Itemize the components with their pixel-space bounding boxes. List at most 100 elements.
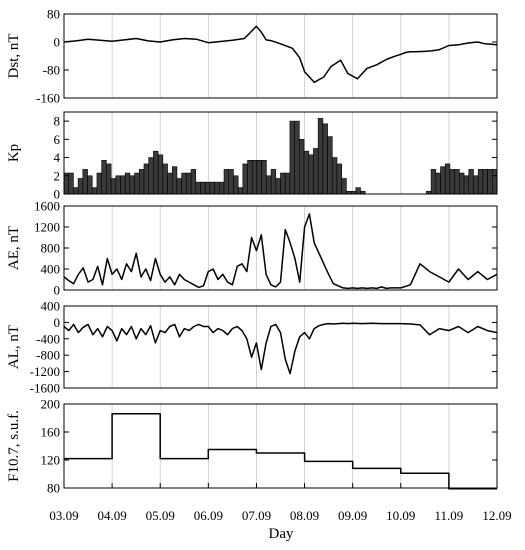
- kp-bar: [251, 159, 258, 195]
- kp-bar: [214, 181, 220, 195]
- x-tick-label: 09.09: [338, 508, 367, 523]
- kp-bar: [303, 150, 310, 195]
- kp-bar: [162, 163, 168, 195]
- kp-bar: [355, 187, 361, 195]
- kp-bar: [115, 175, 121, 195]
- kp-bar: [270, 169, 277, 195]
- y-tick-label: 4: [54, 150, 61, 165]
- kp-bar: [331, 157, 338, 195]
- series-line: [64, 413, 497, 490]
- y-tick-label: -1600: [30, 381, 60, 396]
- series-line: [63, 213, 498, 290]
- y-tick-label: 200: [41, 397, 61, 412]
- y-tick-label: 800: [41, 241, 61, 256]
- y-tick-label: 1600: [34, 199, 60, 214]
- kp-bar: [139, 169, 145, 195]
- series-line: [63, 25, 498, 84]
- kp-bar: [322, 123, 328, 195]
- panel-1: 80 0 -80 -160 Dst, nT: [6, 7, 498, 106]
- panel-2: 0 2 4 6 8 Kp: [6, 111, 498, 202]
- kp-bar: [204, 181, 211, 195]
- y-tick-label: 0: [54, 315, 61, 330]
- kp-bar: [195, 181, 201, 195]
- y-tick-label: 0: [54, 187, 61, 202]
- kp-bar: [430, 169, 437, 195]
- y-tick-label: 2: [54, 168, 61, 183]
- kp-bar: [261, 159, 267, 195]
- kp-bar: [96, 172, 102, 195]
- y-axis-title: Dst, nT: [6, 34, 22, 79]
- kp-bar: [134, 172, 140, 195]
- y-tick-label: -80: [43, 63, 60, 78]
- x-tick-label: 04.09: [97, 508, 126, 523]
- kp-bar: [223, 169, 230, 195]
- x-tick-label: 10.09: [386, 508, 415, 523]
- y-axis-title: AL, nT: [6, 325, 22, 369]
- series-line: [63, 322, 498, 375]
- x-tick-label: 05.09: [146, 508, 175, 523]
- kp-bar: [181, 172, 187, 195]
- kp-bar: [124, 172, 131, 195]
- y-tick-label: 8: [54, 114, 61, 129]
- kp-bar: [468, 169, 474, 195]
- kp-bar: [463, 175, 470, 195]
- kp-bar: [459, 172, 465, 195]
- kp-bar: [487, 169, 493, 195]
- kp-bar: [482, 169, 488, 195]
- y-tick-label: 0: [54, 35, 61, 50]
- x-tick-label: 03.09: [49, 508, 78, 523]
- panel-3: 0 400 800 1200 1600 AE, nT: [6, 199, 498, 298]
- kp-bar: [308, 154, 314, 195]
- kp-bar: [256, 159, 262, 195]
- y-axis-title: AE, nT: [6, 226, 22, 270]
- kp-bar: [341, 178, 347, 195]
- y-tick-label: 1200: [34, 220, 60, 235]
- kp-bar: [157, 154, 164, 195]
- y-tick-label: -1200: [30, 364, 60, 379]
- y-tick-label: 120: [41, 453, 61, 468]
- y-axis-title: F10.7, s.u.f.: [6, 410, 22, 482]
- kp-bar: [73, 187, 79, 195]
- x-tick-label: 11.09: [434, 508, 463, 523]
- kp-bar: [473, 175, 479, 195]
- kp-bar: [143, 163, 150, 195]
- y-tick-label: -400: [36, 331, 60, 346]
- kp-bar: [275, 178, 281, 195]
- kp-bar: [444, 163, 451, 195]
- y-tick-label: -160: [36, 91, 60, 106]
- kp-bar: [313, 148, 319, 195]
- kp-bar: [266, 175, 272, 195]
- x-tick-label: 08.09: [290, 508, 319, 523]
- kp-bar: [110, 178, 117, 195]
- panel-frame: [63, 13, 498, 99]
- panel-frame: [63, 111, 498, 195]
- y-axis-title: Kp: [6, 144, 22, 162]
- kp-bar: [186, 172, 192, 195]
- y-tick-label: 80: [47, 7, 60, 22]
- kp-bar: [153, 150, 159, 195]
- kp-bar: [228, 169, 234, 195]
- y-tick-label: -800: [36, 348, 60, 363]
- kp-bar: [247, 159, 253, 195]
- x-axis: 03.09 04.09 05.09 06.09 07.09 08.09 09.09 10.09…: [49, 483, 512, 523]
- x-tick-label: 07.09: [242, 508, 271, 523]
- kp-bar: [171, 166, 178, 195]
- kp-bar: [435, 172, 441, 195]
- panel-frame: [63, 403, 498, 489]
- y-tick-label: 400: [41, 262, 61, 277]
- kp-bar: [299, 139, 305, 195]
- kp-bar: [129, 175, 135, 195]
- kp-bar: [82, 169, 88, 195]
- y-tick-label: 0: [54, 283, 61, 298]
- kp-bar: [280, 172, 286, 195]
- y-tick-label: 80: [47, 481, 60, 496]
- kp-bar: [294, 120, 300, 195]
- x-tick-label: 06.09: [194, 508, 223, 523]
- kp-bar: [148, 157, 154, 195]
- kp-bar: [491, 169, 498, 195]
- kp-bar: [477, 169, 484, 195]
- kp-bar: [176, 178, 182, 195]
- kp-bar: [289, 120, 295, 195]
